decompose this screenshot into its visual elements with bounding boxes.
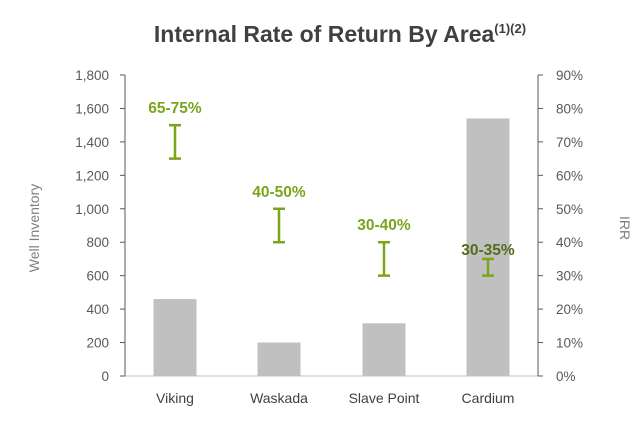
right-tick-label: 30% xyxy=(556,269,583,284)
left-tick-label: 0 xyxy=(101,369,109,384)
right-tick-label: 10% xyxy=(556,336,583,351)
irr-range-label: 30-40% xyxy=(357,217,411,234)
bar-waskada xyxy=(257,342,301,376)
right-axis: 0% 10% 20% 30% 40% 50% 60% 70% 80% 90% xyxy=(537,68,583,384)
right-tick-label: 90% xyxy=(556,68,583,83)
left-tick-label: 400 xyxy=(86,302,109,317)
left-tick-label: 600 xyxy=(86,269,109,284)
right-tick-label: 50% xyxy=(556,202,583,217)
right-tick-label: 40% xyxy=(556,235,583,250)
left-tick-label: 1,200 xyxy=(75,168,109,183)
left-tick-label: 200 xyxy=(86,336,109,351)
bars xyxy=(153,118,510,376)
right-tick-label: 70% xyxy=(556,135,583,150)
right-tick-label: 20% xyxy=(556,302,583,317)
chart-title-superscript: (1)(2) xyxy=(494,21,526,36)
left-tick-label: 1,400 xyxy=(75,135,109,150)
category-label: Waskada xyxy=(250,390,308,406)
irr-range-viking: 65-75% xyxy=(148,100,202,160)
category-labels: Viking Waskada Slave Point Cardium xyxy=(156,390,514,406)
category-label: Cardium xyxy=(462,390,515,406)
chart-title: Internal Rate of Return By Area(1)(2) xyxy=(154,21,526,47)
left-tick-label: 1,000 xyxy=(75,202,109,217)
right-tick-label: 60% xyxy=(556,168,583,183)
left-tick-label: 800 xyxy=(86,235,109,250)
right-tick-label: 80% xyxy=(556,101,583,116)
left-tick-label: 1,600 xyxy=(75,101,109,116)
irr-range-cardium: 30-35% xyxy=(461,242,515,277)
irr-range-label: 40-50% xyxy=(252,184,306,201)
y2-axis-label: IRR xyxy=(617,216,633,240)
right-tick-label: 0% xyxy=(556,369,576,384)
irr-range-waskada: 40-50% xyxy=(252,184,306,244)
bar-slave-point xyxy=(362,323,406,376)
category-label: Viking xyxy=(156,390,194,406)
irr-ranges: 65-75% 40-50% 30-40% 30-35% xyxy=(148,100,515,277)
irr-range-slave-point: 30-40% xyxy=(357,217,411,277)
left-tick-label: 1,800 xyxy=(75,68,109,83)
irr-range-label: 65-75% xyxy=(148,100,202,117)
bar-cardium xyxy=(466,118,510,376)
irr-range-label: 30-35% xyxy=(461,242,515,259)
chart-title-text: Internal Rate of Return By Area xyxy=(154,21,495,47)
y-axis-label: Well Inventory xyxy=(26,184,42,272)
bar-viking xyxy=(153,299,197,376)
category-label: Slave Point xyxy=(349,390,420,406)
